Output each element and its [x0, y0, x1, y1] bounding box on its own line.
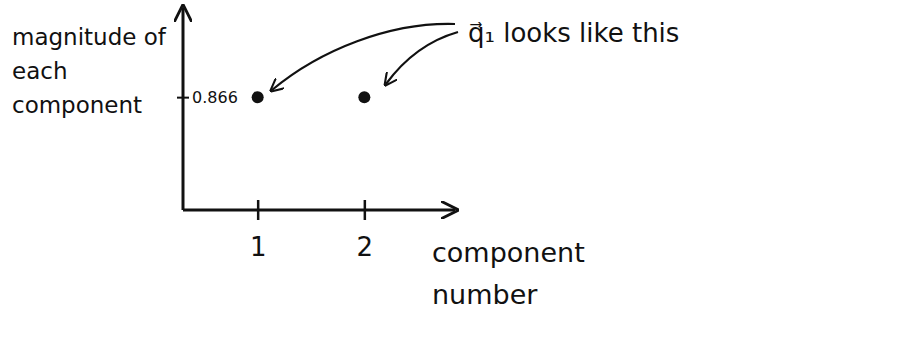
x-axis-title-line: component — [432, 237, 585, 268]
y-tick-label: 0.866 — [192, 88, 238, 107]
annotation-arrow — [272, 24, 455, 90]
x-axis-title-line: number — [432, 279, 538, 310]
x-axis-title: component number — [432, 237, 585, 310]
x-tick-label: 1 — [250, 232, 267, 262]
y-axis-title-line: each — [12, 58, 67, 84]
y-axis-title: magnitude of each component — [12, 24, 167, 118]
y-tick-mark — [177, 97, 189, 99]
x-tick: 1 — [250, 200, 267, 262]
x-tick-label: 2 — [357, 232, 374, 262]
x-tick-mark — [364, 200, 367, 220]
x-tick: 2 — [357, 200, 374, 262]
annotation-arrow — [386, 32, 458, 84]
marks — [252, 91, 371, 103]
y-axis-title-line: component — [12, 92, 142, 118]
y-axis: 0.866 — [177, 8, 238, 210]
chart: 120.866magnitude ofeachcomponentcomponen… — [0, 0, 901, 347]
y-axis-title-line: magnitude of — [12, 24, 167, 50]
y-axis-line — [182, 8, 185, 210]
x-tick-mark — [257, 200, 260, 220]
y-tick: 0.866 — [177, 88, 238, 107]
x-axis: 12 — [183, 200, 455, 262]
x-axis-line — [183, 209, 455, 212]
annotation: q⃗₁ looks like this — [468, 18, 679, 48]
point — [252, 91, 264, 103]
point — [358, 91, 370, 103]
